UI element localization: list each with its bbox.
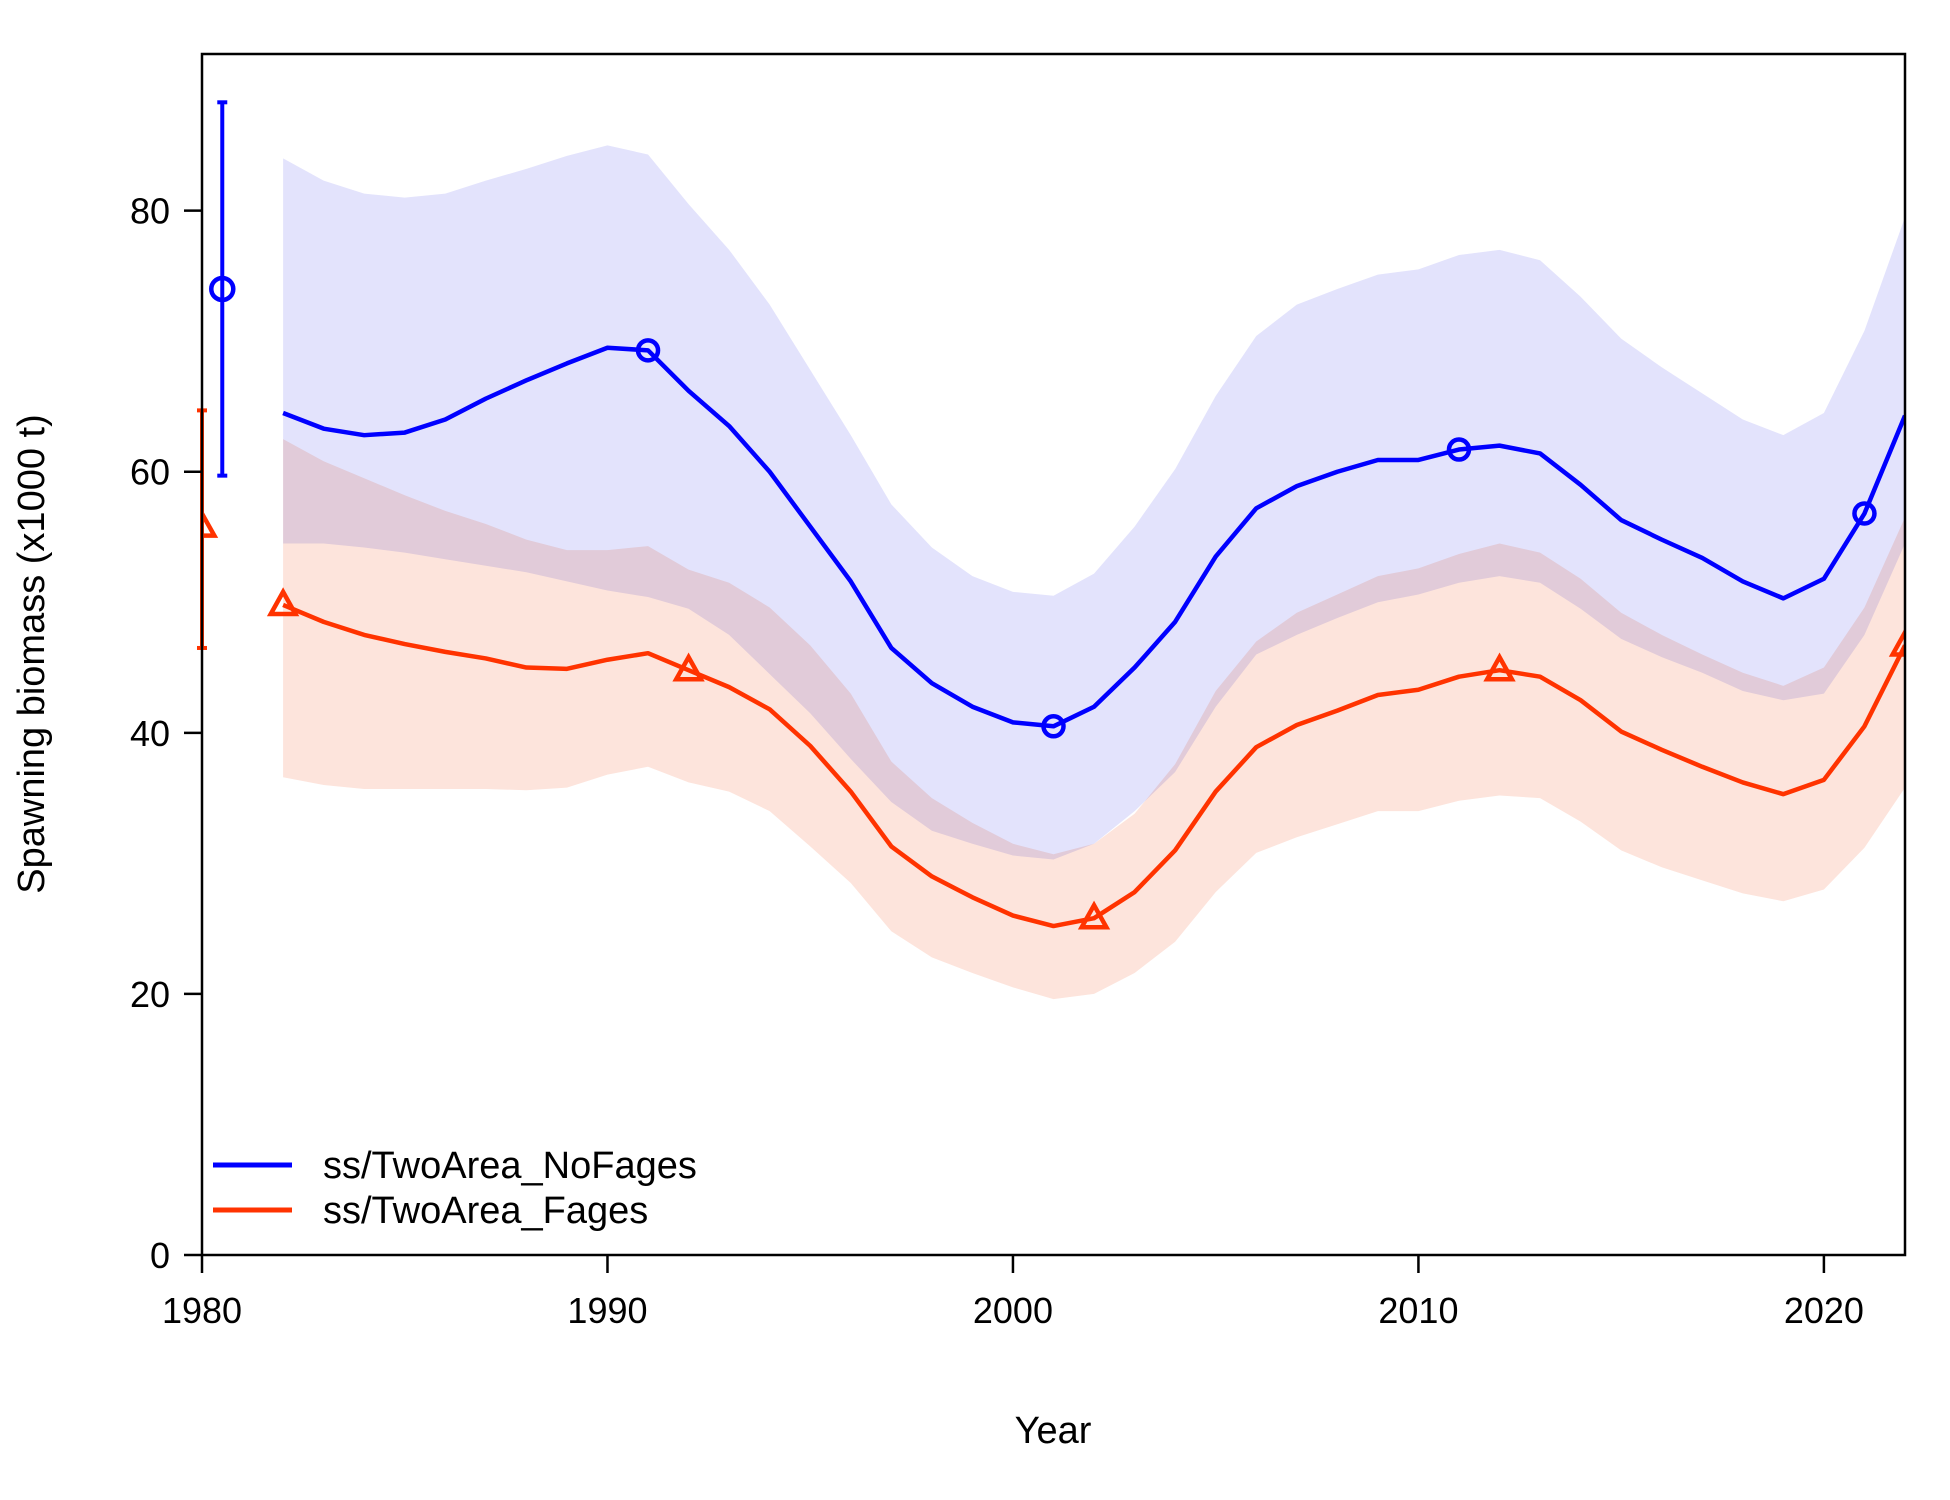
series-lines	[282, 345, 1905, 929]
x-tick-label: 1990	[567, 1290, 647, 1331]
x-tick-label: 2000	[973, 1290, 1053, 1331]
y-tick-label: 20	[130, 974, 170, 1015]
data-point-1-3	[1446, 437, 1472, 462]
series-line-1	[282, 345, 1905, 729]
series-line-2	[282, 602, 1905, 929]
x-tick-label: 2010	[1378, 1290, 1458, 1331]
confidence-band-2	[283, 439, 1905, 1000]
y-tick-label: 40	[130, 713, 170, 754]
y-axis-title: Spawning biomass (x1000 t)	[11, 414, 53, 893]
confidence-bands	[283, 145, 1905, 1000]
y-axis: 0 20 40 60 80	[130, 191, 202, 1276]
data-point-2-4	[1077, 900, 1111, 930]
y-tick-label: 80	[130, 191, 170, 232]
x-axis-title: Year	[1015, 1410, 1092, 1452]
x-tick-label: 1980	[162, 1290, 242, 1331]
confidence-band-1	[283, 145, 1905, 860]
data-point-2-3	[672, 652, 705, 682]
series-markers	[202, 338, 1905, 930]
data-point-2-2	[266, 587, 300, 617]
legend-label-2: ss/TwoArea_Fages	[323, 1190, 648, 1232]
data-point-2-1	[202, 508, 219, 538]
data-point-1-1	[635, 338, 661, 363]
legend-label-1: ss/TwoArea_NoFages	[323, 1145, 697, 1187]
single-point-marker-1	[209, 275, 236, 303]
data-point-1-4	[1852, 501, 1877, 526]
data-point-1-2	[1041, 714, 1066, 739]
x-tick-label: 2020	[1784, 1290, 1864, 1331]
data-point-2-6	[1888, 627, 1905, 657]
y-tick-label: 60	[130, 452, 170, 493]
plot-frame	[200, 52, 1907, 1257]
y-tick-label: 0	[150, 1235, 170, 1276]
data-point-2-5	[1483, 652, 1516, 682]
x-axis: 1980 1990 2000 2010 2020	[162, 1255, 1864, 1331]
